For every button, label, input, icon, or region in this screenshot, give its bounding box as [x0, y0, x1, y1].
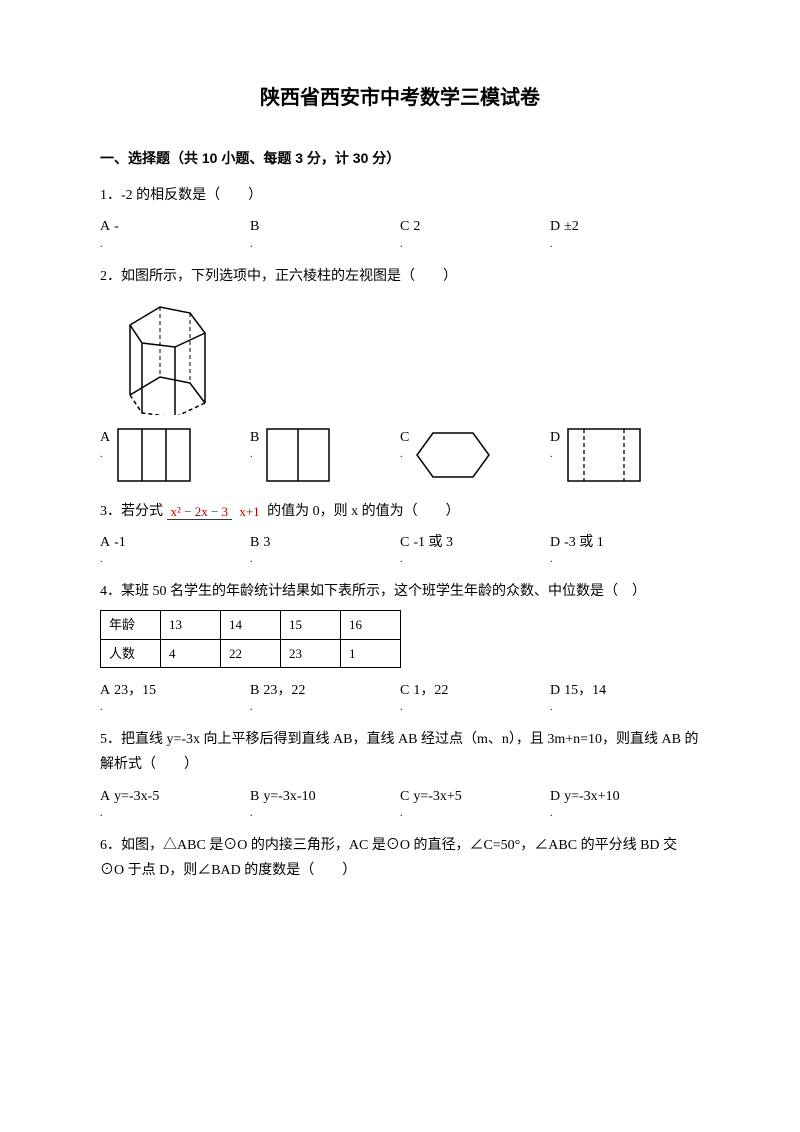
section-header: 一、选择题（共 10 小题、每题 3 分，计 30 分） [100, 146, 700, 171]
q2-opt-c: C [400, 425, 550, 485]
q2-d-letter: D [550, 425, 560, 460]
q3-den: x+1 [235, 504, 263, 519]
q3-options: A-1 B3 C-1 或 3 D-3 或 1 [100, 530, 700, 565]
q2-a-figure [114, 425, 194, 485]
q4-opt-c: C1，22 [400, 678, 550, 713]
q4-b-val: 23，22 [263, 678, 305, 703]
question-6: 6．如图，△ABC 是⊙O 的内接三角形，AC 是⊙O 的直径，∠C=50°，∠… [100, 833, 700, 883]
q3-post: 的值为 0，则 x 的值为（ ） [267, 504, 460, 519]
hex-prism-figure [110, 295, 220, 415]
q1-d-val: ±2 [564, 214, 579, 239]
q2-opt-b: B [250, 425, 400, 485]
q4-r3: 23 [281, 639, 341, 667]
q3-opt-c: C-1 或 3 [400, 530, 550, 565]
q3-text: 3．若分式 x² − 2x − 3 x+1 的值为 0，则 x 的值为（ ） [100, 499, 700, 524]
q3-fraction: x² − 2x − 3 x+1 [167, 500, 264, 523]
table-row: 人数 4 22 23 1 [101, 639, 401, 667]
q3-c-val: -1 或 3 [413, 530, 453, 555]
q3-opt-b: B3 [250, 530, 400, 565]
q4-a-val: 23，15 [114, 678, 156, 703]
q1-text: 1．-2 的相反数是（ ） [100, 183, 700, 208]
q2-d-figure [564, 425, 644, 485]
q2-b-figure [263, 425, 333, 485]
q4-h0: 年龄 [101, 611, 161, 639]
exam-title: 陕西省西安市中考数学三模试卷 [100, 80, 700, 116]
q4-opt-b: B23，22 [250, 678, 400, 713]
q4-r0: 人数 [101, 639, 161, 667]
q4-options: A23，15 B23，22 C1，22 D15，14 [100, 678, 700, 713]
q2-c-figure [413, 425, 493, 485]
q4-r1: 4 [161, 639, 221, 667]
question-3: 3．若分式 x² − 2x − 3 x+1 的值为 0，则 x 的值为（ ） A… [100, 499, 700, 565]
question-1: 1．-2 的相反数是（ ） A- B C2 D±2 [100, 183, 700, 249]
q5-a-val: y=-3x-5 [114, 784, 159, 809]
q4-opt-a: A23，15 [100, 678, 250, 713]
q5-text: 5．把直线 y=-3x 向上平移后得到直线 AB，直线 AB 经过点（m、n），… [100, 727, 700, 777]
q5-opt-a: Ay=-3x-5 [100, 784, 250, 819]
q4-r2: 22 [221, 639, 281, 667]
q5-opt-d: Dy=-3x+10 [550, 784, 700, 819]
q1-c-val: 2 [413, 214, 420, 239]
q4-opt-d: D15，14 [550, 678, 700, 713]
q1-a-val: - [114, 214, 119, 239]
q1-opt-d: D±2 [550, 214, 700, 249]
q5-opt-b: By=-3x-10 [250, 784, 400, 819]
q2-c-letter: C [400, 425, 409, 460]
q2-opt-d: D [550, 425, 700, 485]
question-5: 5．把直线 y=-3x 向上平移后得到直线 AB，直线 AB 经过点（m、n），… [100, 727, 700, 819]
question-2: 2．如图所示，下列选项中，正六棱柱的左视图是（ ） A B [100, 264, 700, 485]
question-4: 4．某班 50 名学生的年龄统计结果如下表所示，这个班学生年龄的众数、中位数是（… [100, 579, 700, 713]
q3-b-val: 3 [263, 530, 270, 555]
q6-text: 6．如图，△ABC 是⊙O 的内接三角形，AC 是⊙O 的直径，∠C=50°，∠… [100, 833, 700, 883]
q1-opt-c: C2 [400, 214, 550, 249]
q4-r4: 1 [341, 639, 401, 667]
q5-b-val: y=-3x-10 [263, 784, 315, 809]
q5-opt-c: Cy=-3x+5 [400, 784, 550, 819]
q5-c-val: y=-3x+5 [413, 784, 461, 809]
q2-text: 2．如图所示，下列选项中，正六棱柱的左视图是（ ） [100, 264, 700, 289]
q3-pre: 3．若分式 [100, 504, 163, 519]
q4-d-val: 15，14 [564, 678, 606, 703]
q2-a-letter: A [100, 425, 110, 460]
table-row: 年龄 13 14 15 16 [101, 611, 401, 639]
q3-a-val: -1 [114, 530, 126, 555]
q5-d-val: y=-3x+10 [564, 784, 619, 809]
q4-h2: 14 [221, 611, 281, 639]
q4-text: 4．某班 50 名学生的年龄统计结果如下表所示，这个班学生年龄的众数、中位数是（… [100, 579, 700, 604]
q4-table: 年龄 13 14 15 16 人数 4 22 23 1 [100, 610, 401, 668]
q1-opt-a: A- [100, 214, 250, 249]
q2-opt-a: A [100, 425, 250, 485]
q3-d-val: -3 或 1 [564, 530, 604, 555]
q1-options: A- B C2 D±2 [100, 214, 700, 249]
q2-options: A B C D [100, 425, 700, 485]
q3-opt-d: D-3 或 1 [550, 530, 700, 565]
q4-h3: 15 [281, 611, 341, 639]
q3-opt-a: A-1 [100, 530, 250, 565]
q3-num: x² − 2x − 3 [167, 504, 233, 520]
q2-b-letter: B [250, 425, 259, 460]
q4-h1: 13 [161, 611, 221, 639]
q4-h4: 16 [341, 611, 401, 639]
q5-options: Ay=-3x-5 By=-3x-10 Cy=-3x+5 Dy=-3x+10 [100, 784, 700, 819]
q4-c-val: 1，22 [413, 678, 448, 703]
q1-opt-b: B [250, 214, 400, 249]
